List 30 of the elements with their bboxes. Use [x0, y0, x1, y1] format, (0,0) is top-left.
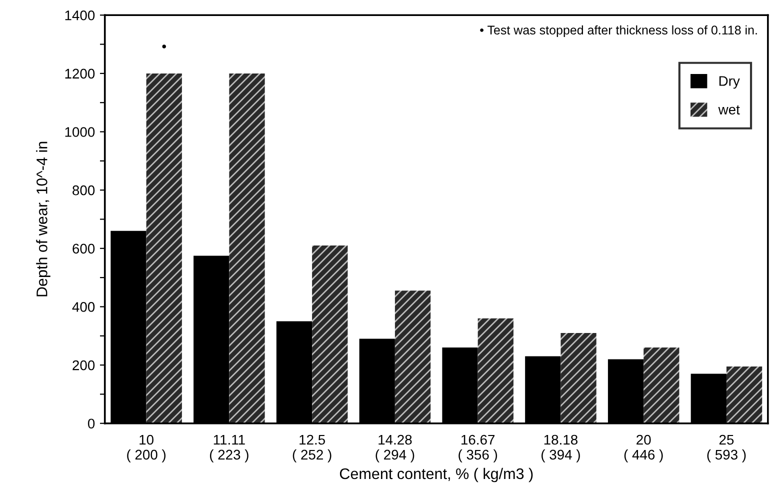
y-tick-label: 1000 — [65, 127, 95, 137]
y-tick-label: 0 — [88, 418, 95, 429]
y-tick-label: 800 — [72, 185, 95, 196]
bar — [478, 318, 514, 424]
bar — [560, 332, 596, 424]
x-tick-label: 25 ( 593 ) — [707, 434, 746, 462]
x-tick-label: 10 ( 200 ) — [127, 434, 166, 462]
x-axis-title: Cement content, % ( kg/m3 ) — [340, 468, 533, 482]
y-tick-label: 1200 — [65, 68, 95, 79]
bar — [726, 366, 762, 424]
y-tick-label: 400 — [72, 302, 95, 312]
annotation: • — [162, 44, 166, 48]
bar — [146, 73, 182, 424]
bar — [229, 73, 265, 424]
bar — [394, 290, 431, 424]
x-tick-label: 11.11 ( 223 ) — [210, 434, 248, 462]
x-tick-label: 20 ( 446 ) — [624, 434, 663, 462]
x-tick-label: 12.5 ( 252 ) — [292, 434, 332, 462]
legend-label: Dry — [719, 76, 740, 89]
x-tick-label: 16.67 ( 356 ) — [458, 434, 498, 462]
y-tick-label: 1400 — [65, 10, 95, 20]
x-tick-label: 18.18 ( 394 ) — [542, 434, 580, 462]
y-axis-title: Depth of wear, 10^-4 in — [36, 142, 50, 296]
bar — [312, 245, 348, 424]
x-tick-label: 14.28 ( 294 ) — [376, 434, 414, 462]
y-tick-label: 200 — [72, 360, 95, 370]
y-tick-label: 600 — [72, 244, 95, 254]
annotation: • Test was stopped after thickness loss of 0.118 in. — [480, 25, 757, 37]
legend-label: wet — [718, 105, 740, 115]
bar — [644, 348, 680, 424]
